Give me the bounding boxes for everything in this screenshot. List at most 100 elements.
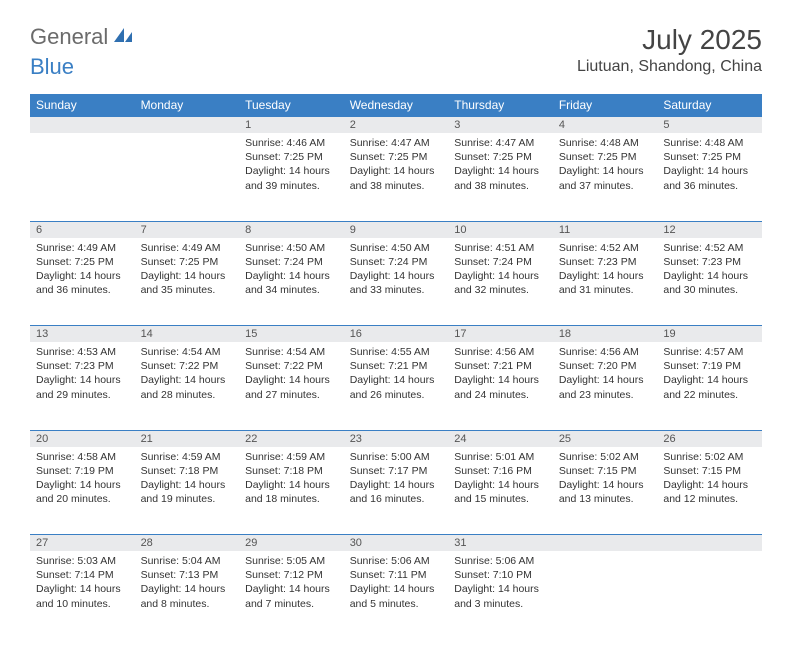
day-sunrise: Sunrise: 4:50 AM	[350, 241, 443, 255]
day-day2: and 5 minutes.	[350, 597, 443, 611]
day-sunrise: Sunrise: 4:57 AM	[663, 345, 756, 359]
day-sunrise: Sunrise: 4:53 AM	[36, 345, 129, 359]
day-number: 18	[553, 326, 658, 343]
day-day1: Daylight: 14 hours	[559, 269, 652, 283]
day-number: 26	[657, 430, 762, 447]
day-number: 23	[344, 430, 449, 447]
day-day2: and 20 minutes.	[36, 492, 129, 506]
day-day2: and 28 minutes.	[141, 388, 234, 402]
day-sunrise: Sunrise: 4:47 AM	[350, 136, 443, 150]
day-cell: Sunrise: 4:47 AMSunset: 7:25 PMDaylight:…	[344, 133, 449, 221]
logo: General	[30, 24, 136, 50]
day-sunrise: Sunrise: 4:54 AM	[245, 345, 338, 359]
weekday-header-row: Sunday Monday Tuesday Wednesday Thursday…	[30, 94, 762, 117]
day-cell: Sunrise: 5:06 AMSunset: 7:11 PMDaylight:…	[344, 551, 449, 639]
day-sunset: Sunset: 7:11 PM	[350, 568, 443, 582]
logo-text-general: General	[30, 24, 108, 50]
day-day1: Daylight: 14 hours	[663, 478, 756, 492]
day-day2: and 18 minutes.	[245, 492, 338, 506]
day-number: 5	[657, 117, 762, 134]
day-sunrise: Sunrise: 5:00 AM	[350, 450, 443, 464]
day-cell: Sunrise: 5:05 AMSunset: 7:12 PMDaylight:…	[239, 551, 344, 639]
day-sunset: Sunset: 7:21 PM	[454, 359, 547, 373]
day-sunset: Sunset: 7:20 PM	[559, 359, 652, 373]
day-sunset: Sunset: 7:12 PM	[245, 568, 338, 582]
day-day1: Daylight: 14 hours	[36, 478, 129, 492]
day-day1: Daylight: 14 hours	[454, 582, 547, 596]
day-sunset: Sunset: 7:24 PM	[454, 255, 547, 269]
day-number: 19	[657, 326, 762, 343]
day-sunset: Sunset: 7:24 PM	[350, 255, 443, 269]
day-day2: and 37 minutes.	[559, 179, 652, 193]
day-number: 25	[553, 430, 658, 447]
day-cell: Sunrise: 4:49 AMSunset: 7:25 PMDaylight:…	[135, 238, 240, 326]
day-day2: and 39 minutes.	[245, 179, 338, 193]
day-sunset: Sunset: 7:23 PM	[36, 359, 129, 373]
day-day1: Daylight: 14 hours	[559, 478, 652, 492]
day-number	[135, 117, 240, 134]
day-cell: Sunrise: 4:54 AMSunset: 7:22 PMDaylight:…	[135, 342, 240, 430]
weekday-header: Saturday	[657, 94, 762, 117]
weekday-header: Wednesday	[344, 94, 449, 117]
day-sunset: Sunset: 7:25 PM	[559, 150, 652, 164]
day-number	[657, 535, 762, 552]
day-sunset: Sunset: 7:13 PM	[141, 568, 234, 582]
day-day2: and 8 minutes.	[141, 597, 234, 611]
day-day1: Daylight: 14 hours	[663, 269, 756, 283]
logo-sail-icon	[112, 26, 134, 49]
day-cell: Sunrise: 4:59 AMSunset: 7:18 PMDaylight:…	[135, 447, 240, 535]
day-number: 28	[135, 535, 240, 552]
day-number: 8	[239, 221, 344, 238]
day-number: 2	[344, 117, 449, 134]
day-day1: Daylight: 14 hours	[245, 478, 338, 492]
day-sunset: Sunset: 7:25 PM	[454, 150, 547, 164]
day-day1: Daylight: 14 hours	[36, 373, 129, 387]
day-sunset: Sunset: 7:25 PM	[245, 150, 338, 164]
day-sunrise: Sunrise: 5:01 AM	[454, 450, 547, 464]
day-day1: Daylight: 14 hours	[141, 582, 234, 596]
day-sunrise: Sunrise: 4:58 AM	[36, 450, 129, 464]
day-sunrise: Sunrise: 4:49 AM	[141, 241, 234, 255]
day-day1: Daylight: 14 hours	[454, 478, 547, 492]
weekday-header: Sunday	[30, 94, 135, 117]
day-sunrise: Sunrise: 4:56 AM	[454, 345, 547, 359]
day-cell: Sunrise: 4:56 AMSunset: 7:21 PMDaylight:…	[448, 342, 553, 430]
day-number: 21	[135, 430, 240, 447]
day-cell	[135, 133, 240, 221]
day-number: 31	[448, 535, 553, 552]
day-day2: and 36 minutes.	[36, 283, 129, 297]
day-number: 11	[553, 221, 658, 238]
day-sunset: Sunset: 7:23 PM	[559, 255, 652, 269]
day-day1: Daylight: 14 hours	[454, 269, 547, 283]
day-sunset: Sunset: 7:21 PM	[350, 359, 443, 373]
day-number: 29	[239, 535, 344, 552]
day-sunrise: Sunrise: 5:03 AM	[36, 554, 129, 568]
day-day1: Daylight: 14 hours	[245, 269, 338, 283]
day-day2: and 12 minutes.	[663, 492, 756, 506]
day-day2: and 33 minutes.	[350, 283, 443, 297]
day-day1: Daylight: 14 hours	[559, 164, 652, 178]
calendar-table: Sunday Monday Tuesday Wednesday Thursday…	[30, 94, 762, 639]
day-day1: Daylight: 14 hours	[454, 373, 547, 387]
day-cell: Sunrise: 4:51 AMSunset: 7:24 PMDaylight:…	[448, 238, 553, 326]
day-number: 27	[30, 535, 135, 552]
day-cell: Sunrise: 4:58 AMSunset: 7:19 PMDaylight:…	[30, 447, 135, 535]
day-number: 13	[30, 326, 135, 343]
title-area: July 2025 Liutuan, Shandong, China	[577, 24, 762, 76]
day-cell: Sunrise: 4:48 AMSunset: 7:25 PMDaylight:…	[553, 133, 658, 221]
day-number: 4	[553, 117, 658, 134]
day-day2: and 23 minutes.	[559, 388, 652, 402]
weekday-header: Monday	[135, 94, 240, 117]
day-day1: Daylight: 14 hours	[141, 269, 234, 283]
weekday-header: Thursday	[448, 94, 553, 117]
day-number	[553, 535, 658, 552]
day-day2: and 10 minutes.	[36, 597, 129, 611]
day-number: 20	[30, 430, 135, 447]
day-number: 10	[448, 221, 553, 238]
day-sunset: Sunset: 7:24 PM	[245, 255, 338, 269]
day-sunrise: Sunrise: 4:59 AM	[141, 450, 234, 464]
day-cell: Sunrise: 4:48 AMSunset: 7:25 PMDaylight:…	[657, 133, 762, 221]
day-cell: Sunrise: 4:47 AMSunset: 7:25 PMDaylight:…	[448, 133, 553, 221]
day-cell	[30, 133, 135, 221]
day-cell: Sunrise: 5:04 AMSunset: 7:13 PMDaylight:…	[135, 551, 240, 639]
